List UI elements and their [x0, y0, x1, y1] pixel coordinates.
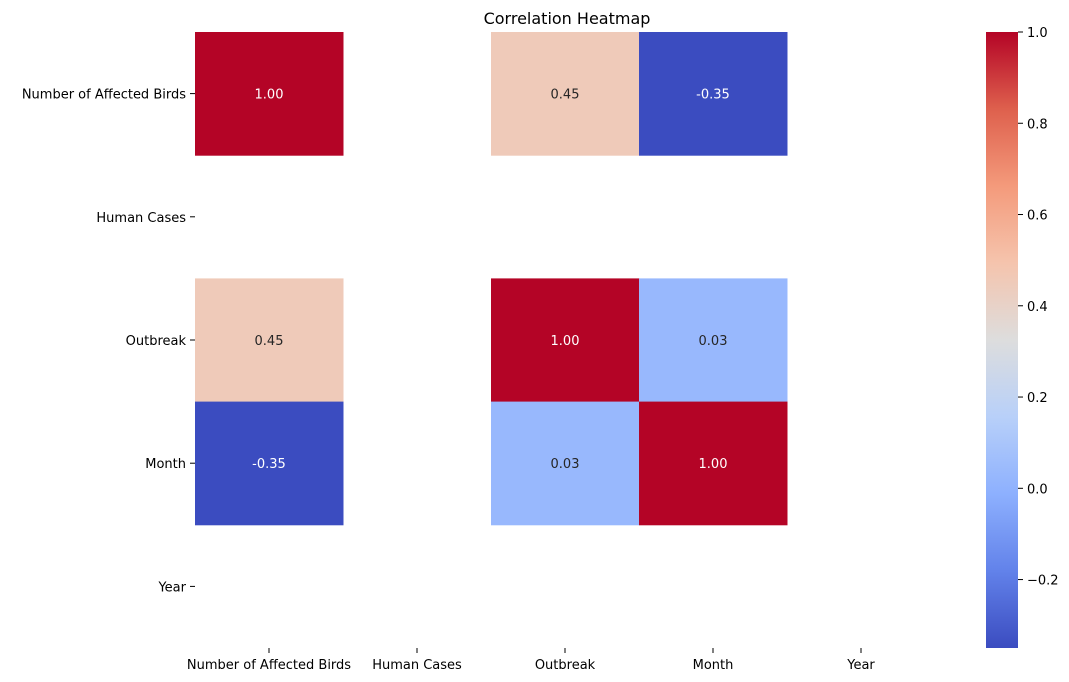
x-tick-label: Month: [693, 658, 734, 673]
heatmap-cell-label: 0.03: [551, 457, 580, 472]
heatmap-cells: [195, 32, 788, 526]
colorbar-tick-label: 0.4: [1027, 300, 1048, 315]
y-tick-label: Month: [145, 457, 186, 472]
colorbar-tick-label: 0.8: [1027, 117, 1048, 132]
heatmap-cell-label: 1.00: [699, 457, 728, 472]
heatmap-cell: [491, 278, 640, 403]
heatmap-cell: [195, 278, 344, 403]
x-tick-label: Human Cases: [372, 658, 462, 673]
heatmap-cell: [491, 32, 640, 156]
y-tick-label: Human Cases: [96, 211, 186, 226]
x-tick-label: Year: [846, 658, 875, 673]
heatmap-cell: [639, 278, 788, 403]
colorbar-tick-label: 0.2: [1027, 391, 1048, 406]
colorbar: 1.0 0.8 0.6 0.4 0.2 0.0 −0.2: [986, 26, 1059, 648]
heatmap-cell-label: 1.00: [551, 334, 580, 349]
x-tick-label: Outbreak: [535, 658, 596, 673]
y-tick-label: Year: [157, 580, 186, 595]
heatmap-cell-label: 0.03: [699, 334, 728, 349]
heatmap-cell-labels: 1.00 0.45 -0.35 0.45 1.00 0.03 -0.35 0.03 1.00: [252, 88, 730, 473]
heatmap-cell: [491, 401, 640, 526]
colorbar-tick-label: −0.2: [1027, 574, 1059, 589]
y-tick-label: Outbreak: [126, 334, 187, 349]
y-axis: Number of Affected Birds Human Cases Outbr…: [22, 88, 195, 595]
x-axis: Number of Affected Birds Human Cases Outbr…: [187, 648, 875, 673]
x-tick-label: Number of Affected Birds: [187, 658, 351, 673]
heatmap-cell: [195, 401, 344, 526]
y-tick-label: Number of Affected Birds: [22, 88, 186, 103]
heatmap-cell-label: 0.45: [551, 88, 580, 103]
heatmap-cell: [195, 32, 344, 156]
colorbar-tick-label: 0.6: [1027, 209, 1048, 224]
heatmap-cell-label: 1.00: [255, 88, 284, 103]
heatmap-cell-label: -0.35: [696, 88, 730, 103]
colorbar-tick-label: 0.0: [1027, 482, 1048, 497]
heatmap-cell: [639, 32, 788, 156]
colorbar-tick-label: 1.0: [1027, 26, 1048, 41]
heatmap-cell-label: -0.35: [252, 457, 286, 472]
chart-title: Correlation Heatmap: [484, 9, 651, 28]
colorbar-gradient: [986, 32, 1018, 648]
heatmap-cell: [639, 401, 788, 526]
heatmap-cell-label: 0.45: [255, 334, 284, 349]
